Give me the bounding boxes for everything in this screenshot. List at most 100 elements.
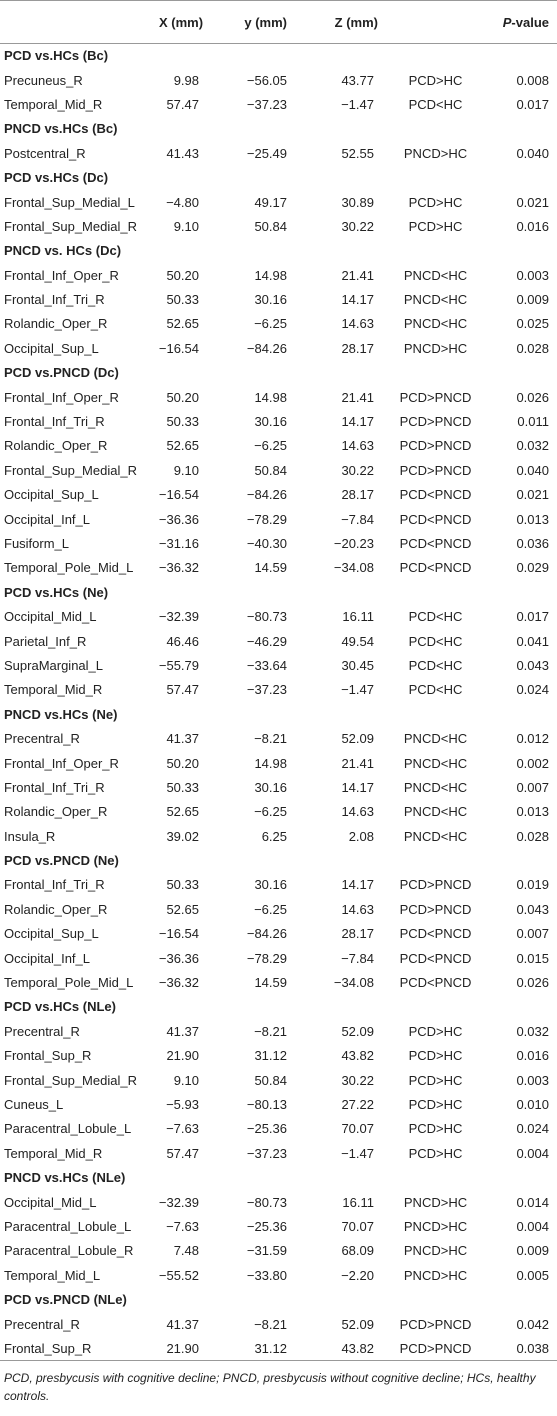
region-cell: Frontal_Inf_Oper_R xyxy=(4,389,119,405)
p-value-cell: 0.017 xyxy=(516,609,549,625)
p-value-cell: 0.021 xyxy=(516,194,549,210)
p-value-cell: 0.003 xyxy=(516,1072,549,1088)
z-cell: 14.63 xyxy=(341,804,374,820)
region-cell: Frontal_Inf_Tri_R xyxy=(4,779,105,795)
header-cell: Z (mm) xyxy=(291,0,378,44)
p-value-cell: 0.012 xyxy=(516,731,549,747)
y-cell: 50.84 xyxy=(254,218,287,234)
p-value-cell: 0.032 xyxy=(516,1023,549,1039)
z-cell: 52.09 xyxy=(341,731,374,747)
contrast-cell: PNCD>HC xyxy=(403,340,468,356)
y-cell: −8.21 xyxy=(254,1316,287,1332)
x-cell: −36.32 xyxy=(158,560,199,576)
p-value-cell: 0.040 xyxy=(516,462,549,478)
region-cell: Occipital_Mid_L xyxy=(4,609,97,625)
contrast-cell: PNCD>HC xyxy=(403,1194,468,1210)
data-row: Frontal_Sup_Medial_R 9.10 50.84 30.22 PCD>PN… xyxy=(0,458,557,482)
p-value-cell: 0.016 xyxy=(516,218,549,234)
data-row: Precentral_R 41.37 −8.21 52.09 PNCD<HC 0.012 xyxy=(0,726,557,750)
region-cell: Temporal_Pole_Mid_L xyxy=(4,975,134,991)
z-cell: 43.82 xyxy=(291,1336,378,1362)
data-row: Parietal_Inf_R 46.46 −46.29 49.54 PCD<HC 0.04… xyxy=(0,629,557,653)
section-row: PCD vs.HCs (NLe) xyxy=(0,995,557,1019)
x-cell: −36.36 xyxy=(158,950,199,966)
section-title: PCD vs.PNCD (Dc) xyxy=(4,365,119,381)
x-cell: 9.98 xyxy=(173,72,199,88)
z-cell: −34.08 xyxy=(333,975,374,991)
data-row: Precentral_R 41.37 −8.21 52.09 PCD>PNCD 0.042 xyxy=(0,1312,557,1336)
y-cell: −37.23 xyxy=(246,96,287,112)
x-cell: 46.46 xyxy=(166,633,199,649)
region-cell: Temporal_Mid_R xyxy=(4,1145,103,1161)
x-cell: −16.54 xyxy=(158,487,199,503)
p-value-cell: 0.026 xyxy=(516,389,549,405)
data-row: Frontal_Sup_R 21.90 31.12 43.82 PCD>PNCD 0.03… xyxy=(0,1336,557,1362)
region-cell: Occipital_Sup_L xyxy=(4,340,99,356)
z-cell: 16.11 xyxy=(342,609,374,625)
p-value-cell: 0.007 xyxy=(516,926,549,942)
p-value-cell: 0.013 xyxy=(516,804,549,820)
p-value-cell: 0.010 xyxy=(516,1096,549,1112)
x-cell: 41.37 xyxy=(166,1023,199,1039)
data-row: Rolandic_Oper_R 52.65 −6.25 14.63 PCD>PNCD 0.… xyxy=(0,434,557,458)
header-cell: P-value xyxy=(493,0,557,44)
contrast-cell: PNCD>HC xyxy=(403,1218,468,1234)
x-cell: 41.43 xyxy=(166,145,199,161)
section-row: PNCD vs.HCs (NLe) xyxy=(0,1165,557,1189)
contrast-cell: PCD>HC xyxy=(408,72,463,88)
region-cell: Occipital_Inf_L xyxy=(4,511,90,527)
contrast-cell: PCD<PNCD xyxy=(399,560,472,576)
y-cell: 30.16 xyxy=(254,414,287,430)
p-value-cell: 0.038 xyxy=(493,1336,557,1362)
y-cell: −8.21 xyxy=(254,731,287,747)
x-cell: 9.10 xyxy=(173,1072,199,1088)
y-cell: 30.16 xyxy=(254,877,287,893)
data-row: Temporal_Mid_R 57.47 −37.23 −1.47 PCD<HC 0.02… xyxy=(0,678,557,702)
data-row: Paracentral_Lobule_L −7.63 −25.36 70.07 PCD>… xyxy=(0,1117,557,1141)
y-cell: −33.80 xyxy=(246,1267,287,1283)
x-cell: −4.80 xyxy=(166,194,199,210)
z-cell: 14.63 xyxy=(341,901,374,917)
region-cell: Temporal_Pole_Mid_L xyxy=(4,560,134,576)
contrast-cell: PCD>PNCD xyxy=(399,414,472,430)
p-value-cell: 0.015 xyxy=(516,950,549,966)
p-value-cell: 0.021 xyxy=(516,487,549,503)
contrast-cell: PCD>HC xyxy=(408,1023,463,1039)
region-cell: Precuneus_R xyxy=(4,72,83,88)
contrast-cell: PCD>PNCD xyxy=(378,1336,493,1362)
data-row: Frontal_Inf_Oper_R 50.20 14.98 21.41 PNCD<HC… xyxy=(0,263,557,287)
contrast-cell: PCD>HC xyxy=(408,1072,463,1088)
x-cell: 21.90 xyxy=(166,1048,199,1064)
data-row: Temporal_Pole_Mid_L −36.32 14.59 −34.08 PCD<… xyxy=(0,556,557,580)
x-cell: 7.48 xyxy=(173,1243,199,1259)
x-cell: 57.47 xyxy=(166,682,199,698)
contrast-cell: PCD<HC xyxy=(408,633,463,649)
results-table: X (mm) y (mm) Z (mm) P-value PCD vs.HCs … xyxy=(0,0,557,1362)
z-cell: 21.41 xyxy=(341,755,374,771)
p-value-cell: 0.004 xyxy=(516,1218,549,1234)
y-cell: −56.05 xyxy=(246,72,287,88)
section-row: PCD vs.PNCD (Ne) xyxy=(0,848,557,872)
data-row: Rolandic_Oper_R 52.65 −6.25 14.63 PCD>PNCD 0.… xyxy=(0,897,557,921)
z-cell: 70.07 xyxy=(341,1218,374,1234)
data-row: Occipital_Mid_L −32.39 −80.73 16.11 PNCD>HC 0… xyxy=(0,1190,557,1214)
y-cell: −78.29 xyxy=(246,950,287,966)
x-cell: 41.37 xyxy=(166,1316,199,1332)
x-cell: −7.63 xyxy=(166,1121,199,1137)
region-cell: Frontal_Sup_R xyxy=(4,1048,92,1064)
contrast-cell: PCD>HC xyxy=(408,1121,463,1137)
p-value-cell: 0.036 xyxy=(516,536,549,551)
y-cell: 49.17 xyxy=(254,194,287,210)
x-cell: 50.33 xyxy=(166,779,199,795)
y-cell: −37.23 xyxy=(246,1145,287,1161)
x-cell: −36.32 xyxy=(158,975,199,991)
p-value-cell: 0.041 xyxy=(516,633,549,649)
y-cell: −6.25 xyxy=(254,438,287,454)
contrast-cell: PCD<HC xyxy=(408,657,463,673)
y-cell: −8.21 xyxy=(254,1023,287,1039)
contrast-cell: PCD<PNCD xyxy=(399,487,472,503)
region-cell: Rolandic_Oper_R xyxy=(4,316,108,332)
x-cell: 50.33 xyxy=(166,292,199,308)
contrast-cell: PNCD<HC xyxy=(403,755,468,771)
contrast-cell: PCD>PNCD xyxy=(399,901,472,917)
